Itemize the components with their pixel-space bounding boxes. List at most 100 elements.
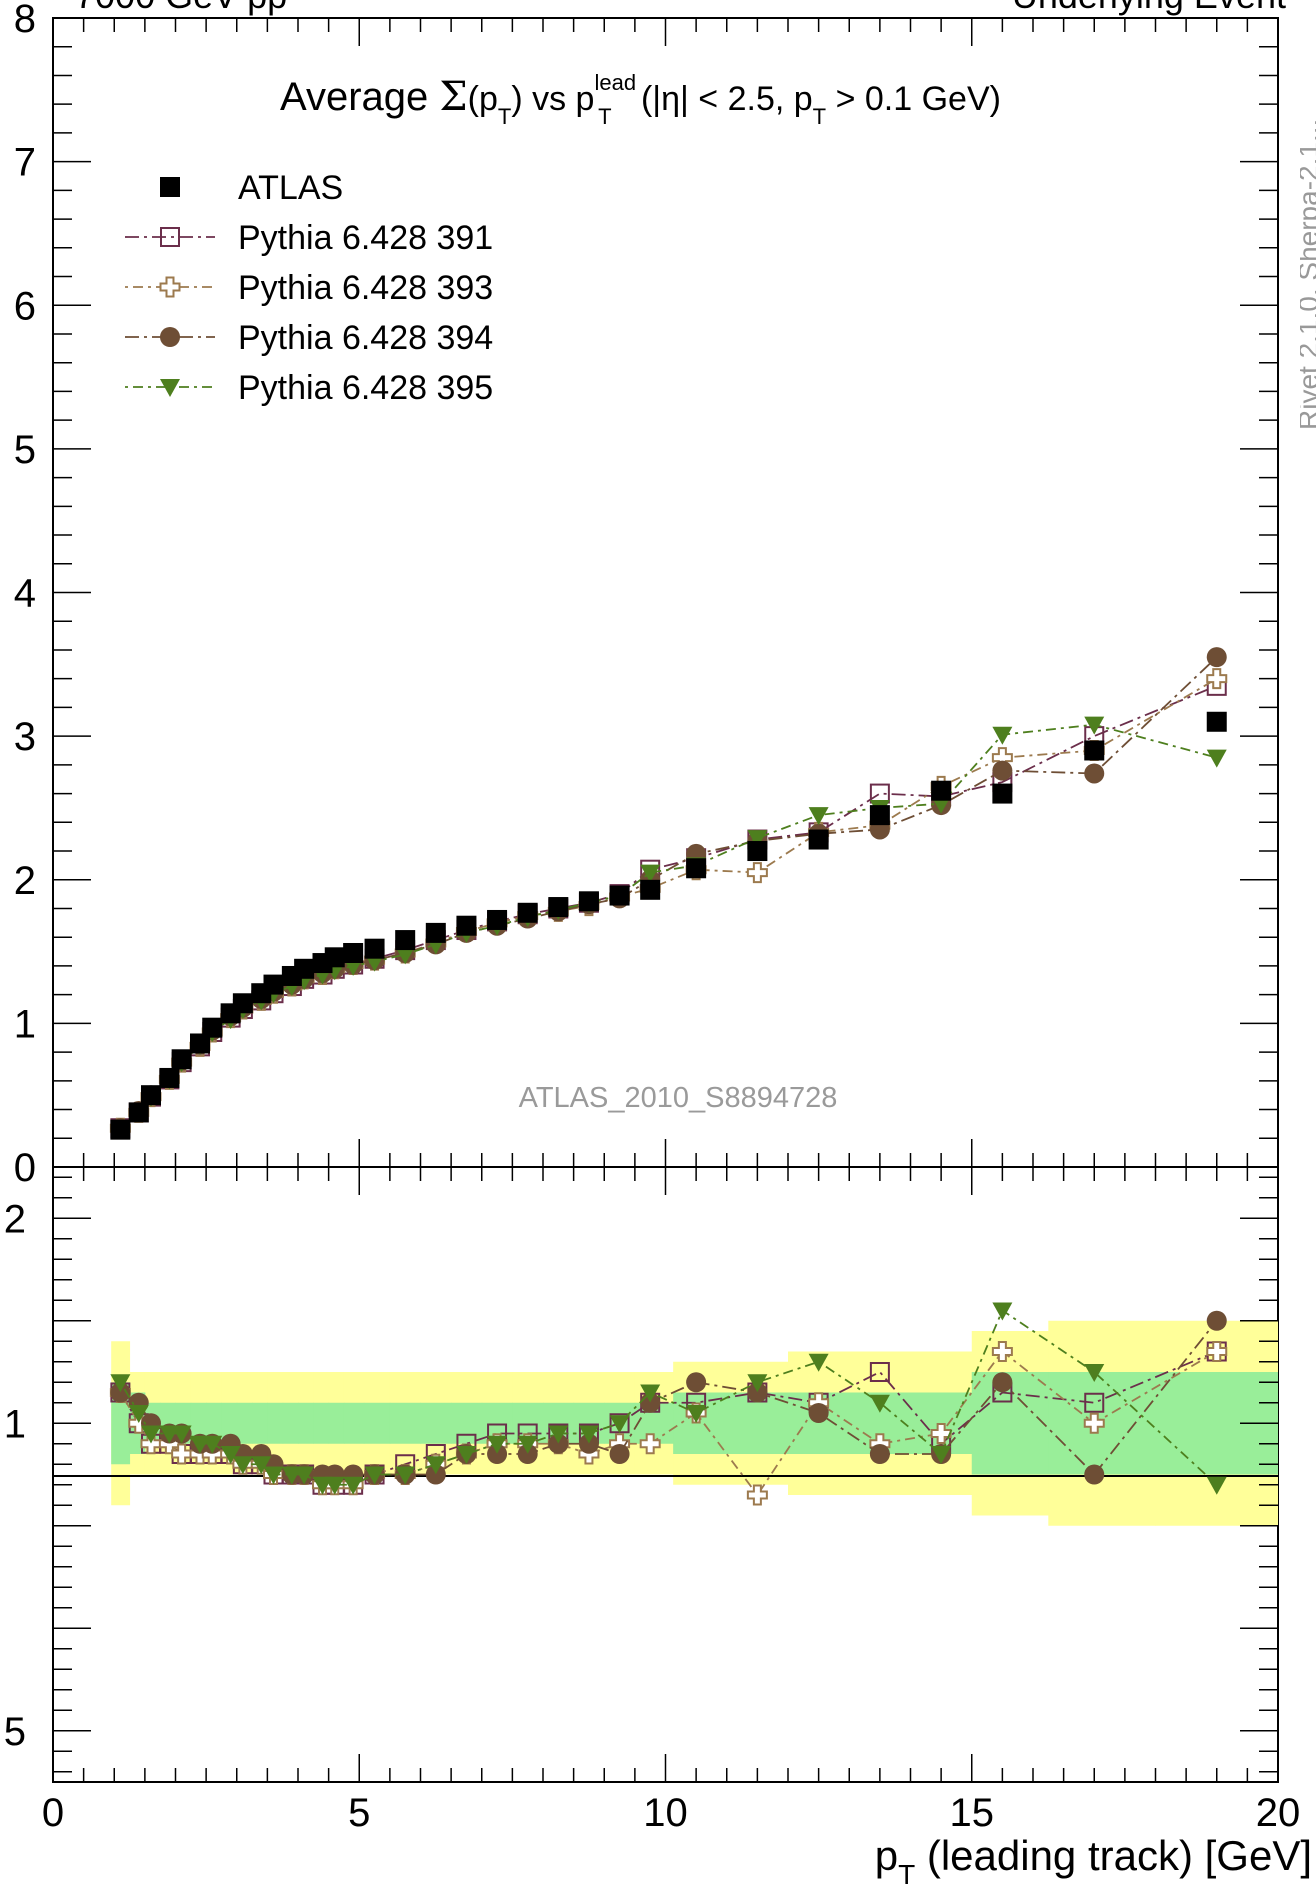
data-point-atlas bbox=[609, 885, 630, 906]
header-left-text: 7000 GeV pp bbox=[75, 0, 287, 16]
x-tick-label: 20 bbox=[1256, 1791, 1301, 1835]
data-point-atlas bbox=[343, 942, 364, 963]
ratio-point-pythia-6-428-394 bbox=[686, 1372, 707, 1393]
ratio-point-pythia-6-428-394 bbox=[747, 1382, 768, 1403]
series-line-pythia-6-428-391 bbox=[119, 685, 1218, 1129]
series-line-pythia-6-428-393 bbox=[119, 677, 1218, 1129]
x-label-p: p bbox=[875, 1832, 898, 1879]
title-sigma: Σ bbox=[439, 74, 467, 120]
error-band-green bbox=[726, 1392, 789, 1454]
axis-ticks bbox=[52, 17, 1279, 1782]
legend-label-pythia-6-428-394: Pythia 6.428 394 bbox=[238, 319, 493, 357]
data-point-pythia-6-428-395 bbox=[640, 864, 661, 883]
ratio-point-pythia-6-428-394 bbox=[517, 1444, 538, 1464]
ratio-point-pythia-6-428-395 bbox=[808, 1353, 829, 1372]
ratio-point-pythia-6-428-395 bbox=[425, 1456, 446, 1475]
ratio-point-pythia-6-428-394 bbox=[425, 1464, 446, 1485]
error-band-green bbox=[389, 1402, 421, 1444]
x-label-rest: (leading track) [GeV] bbox=[915, 1832, 1312, 1879]
error-band-green bbox=[267, 1402, 284, 1444]
data-point-atlas bbox=[324, 947, 345, 968]
legend: ATLAS Pythia 6.428 391 Pythia 6.428 393 Pyt… bbox=[125, 169, 493, 407]
data-point-pythia-6-428-394 bbox=[1084, 763, 1105, 784]
data-point-atlas bbox=[395, 930, 416, 951]
y-tick-label: 8 bbox=[14, 0, 36, 41]
ratio-point-pythia-6-428-395 bbox=[992, 1302, 1013, 1321]
ratio-point-pythia-6-428-395 bbox=[171, 1425, 192, 1444]
legend-label-atlas: ATLAS bbox=[238, 169, 343, 207]
error-band-green bbox=[971, 1372, 1049, 1475]
ratio-point-pythia-6-428-394 bbox=[1206, 1310, 1227, 1331]
legend-marker-pythia-6-428-395 bbox=[160, 379, 180, 397]
data-point-pythia-6-428-393 bbox=[1206, 668, 1228, 690]
ratio-point-pythia-6-428-395 bbox=[686, 1405, 707, 1423]
y-tick-label: 0 bbox=[14, 1146, 36, 1190]
ratio-y-tick-label: 2 bbox=[4, 1197, 26, 1241]
data-point-pythia-6-428-395 bbox=[747, 830, 768, 849]
series-line-pythia-6-428-395 bbox=[119, 723, 1217, 1129]
error-band-green bbox=[363, 1402, 391, 1444]
y-tick-label: 1 bbox=[14, 1002, 36, 1046]
error-band-green bbox=[221, 1402, 238, 1444]
ratio-point-pythia-6-428-395 bbox=[548, 1425, 569, 1444]
ratio-point-pythia-6-428-395 bbox=[364, 1466, 385, 1485]
ratio-point-pythia-6-428-395 bbox=[1206, 1476, 1227, 1495]
side-text-group: Rivet 2.1.0, Sherpa-2.1... bbox=[1300, 120, 1316, 430]
ratio-point-pythia-6-428-394 bbox=[578, 1433, 599, 1454]
title-sub-t1: T bbox=[498, 104, 511, 129]
error-band-green bbox=[313, 1402, 330, 1444]
data-point-pythia-6-428-394 bbox=[1206, 647, 1227, 668]
data-point-atlas bbox=[456, 915, 477, 936]
y-tick-label: 4 bbox=[14, 572, 36, 616]
ratio-point-pythia-6-428-393 bbox=[1083, 1412, 1105, 1434]
data-point-pythia-6-428-395 bbox=[395, 946, 416, 965]
data-point-atlas bbox=[808, 829, 829, 850]
ratio-point-pythia-6-428-395 bbox=[294, 1466, 315, 1485]
error-band-green bbox=[420, 1402, 452, 1444]
ratio-point-pythia-6-428-395 bbox=[141, 1425, 161, 1444]
data-point-pythia-6-428-395 bbox=[992, 726, 1013, 745]
ratio-point-pythia-6-428-395 bbox=[263, 1466, 284, 1485]
data-point-atlas bbox=[110, 1119, 131, 1140]
ratio-point-pythia-6-428-395 bbox=[487, 1435, 508, 1454]
ratio-point-pythia-6-428-393 bbox=[746, 1484, 768, 1506]
y-tick-label: 6 bbox=[14, 284, 36, 328]
chart-title: Average Σ(pT) vs plead T (|η| < 2.5, pT >… bbox=[280, 70, 1001, 129]
data-point-atlas bbox=[578, 891, 599, 912]
ratio-point-pythia-6-428-395 bbox=[395, 1466, 416, 1485]
header-right-text: Underlying Event bbox=[1012, 0, 1286, 16]
ratio-point-pythia-6-428-393 bbox=[639, 1433, 661, 1455]
ratio-point-pythia-6-428-394 bbox=[1084, 1464, 1105, 1485]
data-point-atlas bbox=[992, 783, 1013, 804]
data-point-atlas bbox=[171, 1049, 192, 1070]
ratio-point-pythia-6-428-395 bbox=[251, 1456, 272, 1475]
ratio-point-pythia-6-428-393 bbox=[991, 1341, 1013, 1362]
legend-marker-pythia-6-428-393 bbox=[159, 276, 181, 298]
data-point-atlas bbox=[747, 841, 768, 862]
legend-marker-pythia-6-428-394 bbox=[160, 327, 180, 347]
ratio-point-pythia-6-428-393 bbox=[171, 1443, 193, 1465]
error-band-green bbox=[328, 1402, 345, 1444]
ratio-point-pythia-6-428-395 bbox=[747, 1374, 768, 1393]
x-tick-label: 10 bbox=[643, 1791, 688, 1835]
error-band-green bbox=[252, 1402, 268, 1444]
watermark-text: ATLAS_2010_S8894728 bbox=[519, 1082, 838, 1114]
ratio-point-pythia-6-428-395 bbox=[456, 1446, 477, 1464]
data-point-atlas bbox=[202, 1017, 223, 1038]
ratio-series-group bbox=[109, 1302, 1228, 1506]
data-point-atlas bbox=[141, 1085, 161, 1106]
ratio-point-pythia-6-428-395 bbox=[578, 1425, 599, 1444]
data-point-atlas bbox=[487, 909, 508, 930]
x-tick-label: 5 bbox=[348, 1791, 370, 1835]
legend-marker-atlas bbox=[160, 177, 180, 197]
data-point-atlas bbox=[190, 1033, 210, 1054]
ratio-y-tick-label: 5 bbox=[4, 1710, 26, 1754]
data-point-atlas bbox=[128, 1102, 149, 1123]
title-mid: ) vs p bbox=[511, 80, 594, 118]
error-band-green bbox=[343, 1402, 365, 1444]
ratio-point-pythia-6-428-394 bbox=[487, 1444, 508, 1464]
ratio-point-pythia-6-428-395 bbox=[324, 1476, 345, 1495]
data-point-atlas bbox=[869, 805, 890, 826]
